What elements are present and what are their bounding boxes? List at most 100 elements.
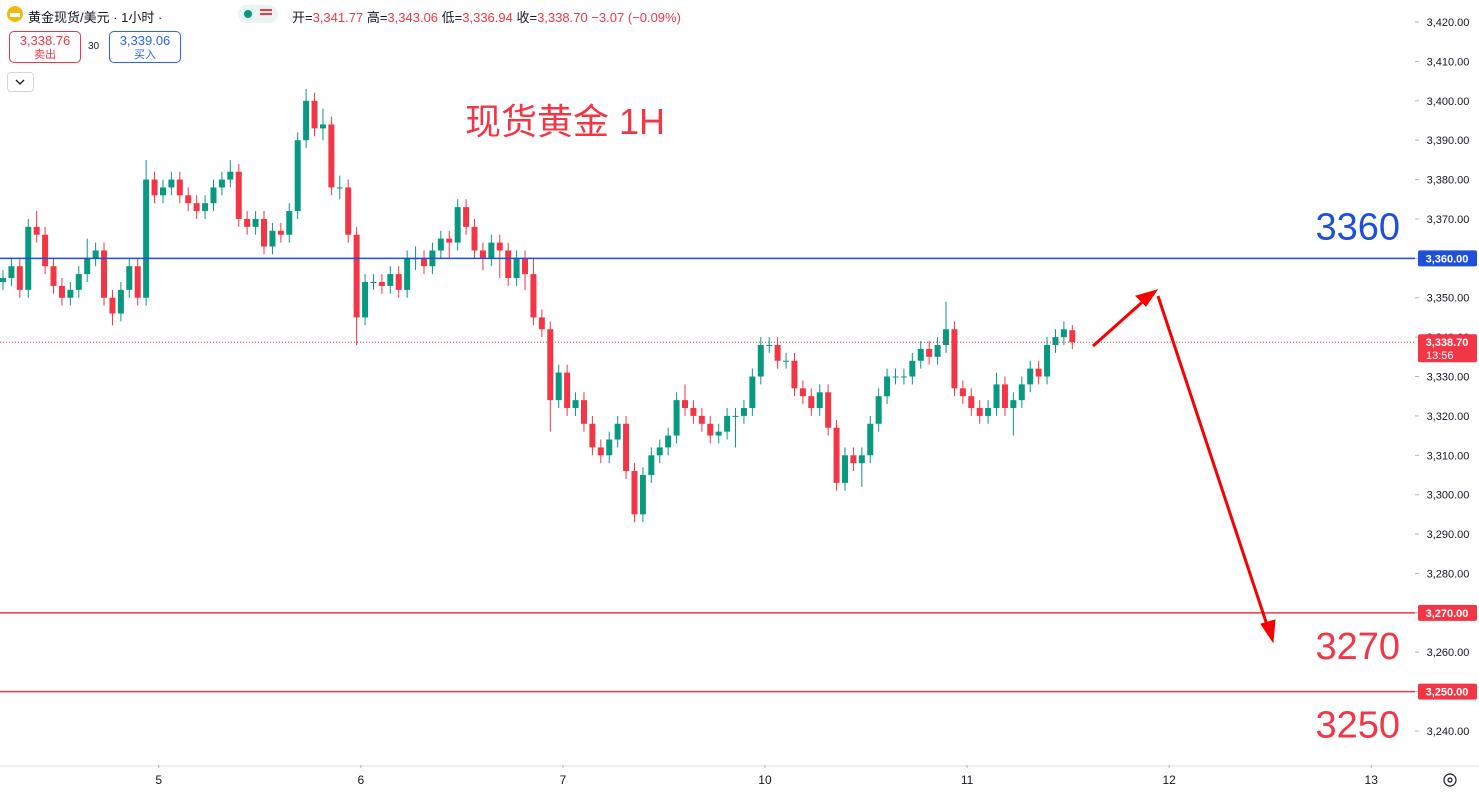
y-tick-label: 3,320.00 xyxy=(1427,411,1470,423)
candle-body xyxy=(202,203,209,212)
candle-body xyxy=(968,396,975,409)
candle-body xyxy=(597,447,604,456)
y-tick-label: 3,240.00 xyxy=(1427,726,1470,738)
ohlc-label: 低= xyxy=(441,10,463,25)
candle-body xyxy=(808,396,815,409)
candle-body xyxy=(656,447,663,456)
candle-body xyxy=(454,207,461,243)
candle-body xyxy=(58,285,65,298)
candle-body xyxy=(884,376,891,397)
y-tick-label: 3,260.00 xyxy=(1427,647,1470,659)
candle-body xyxy=(564,372,571,409)
candle-body xyxy=(437,238,444,251)
arrow-up xyxy=(1092,295,1149,348)
projection-arrows xyxy=(1092,289,1276,644)
level-annotation: 3250 xyxy=(1315,705,1400,747)
ohlc-value: 3,343.06 xyxy=(387,10,439,25)
market-open-dot xyxy=(244,10,252,18)
candle-body xyxy=(488,242,495,259)
candle-body xyxy=(547,329,554,401)
arrow-down xyxy=(1156,295,1270,629)
candle-body xyxy=(690,408,697,416)
candle-body xyxy=(353,234,360,318)
arrow-head xyxy=(1135,289,1159,307)
ohlc-value: 3,336.94 xyxy=(462,10,513,25)
candle-body xyxy=(328,124,335,188)
candle-body xyxy=(471,226,478,251)
candle-body xyxy=(875,396,882,424)
candle-body xyxy=(1044,345,1051,377)
symbol[interactable]: 黄金现货/美元 · 1小时 · xyxy=(28,10,163,25)
candle-body xyxy=(698,415,705,424)
x-tick-label: 7 xyxy=(560,773,567,787)
candle-body xyxy=(33,226,40,235)
candle-body xyxy=(959,388,966,397)
candle-body xyxy=(151,179,158,196)
settings-icon[interactable] xyxy=(1443,773,1457,787)
level-price-box xyxy=(1418,604,1477,621)
candle-body xyxy=(109,297,116,314)
candle-body xyxy=(900,376,907,378)
candle-body xyxy=(513,258,520,279)
candle-body xyxy=(0,278,6,282)
arrow-head xyxy=(1260,619,1276,644)
candle-body xyxy=(235,171,242,219)
candle-body xyxy=(176,179,183,196)
candle-body xyxy=(463,207,470,227)
candle-body xyxy=(101,250,108,298)
candle-body xyxy=(589,423,596,448)
x-tick-label: 6 xyxy=(357,773,364,787)
x-tick-label: 12 xyxy=(1162,773,1176,787)
candle-body xyxy=(404,258,411,290)
ohlc-value: 3,338.70 xyxy=(537,10,588,25)
candle-body xyxy=(639,474,646,515)
candle-body xyxy=(833,427,840,483)
y-tick-label: 3,390.00 xyxy=(1427,135,1470,147)
candle-body xyxy=(143,179,150,298)
candle-body xyxy=(816,392,823,409)
buy-price: 3,339.06 xyxy=(119,33,171,48)
candle-body xyxy=(286,211,293,235)
candle-body xyxy=(530,274,537,318)
candle-body xyxy=(606,439,613,456)
candle-body xyxy=(631,471,638,515)
candle-body xyxy=(732,415,739,417)
candle-body xyxy=(791,360,798,389)
level-price-label: 3,250.00 xyxy=(1426,687,1469,699)
candle-body xyxy=(303,100,310,141)
sell-button[interactable]: 3,338.76 卖出 xyxy=(9,31,81,63)
candle-body xyxy=(580,400,587,424)
candle-body xyxy=(555,372,562,401)
collapse-button[interactable] xyxy=(7,72,34,92)
buy-button[interactable]: 3,339.06 买入 xyxy=(109,31,181,63)
level-price-box xyxy=(1418,683,1477,700)
candle-body xyxy=(311,100,318,129)
countdown: 13:56 xyxy=(1426,350,1454,362)
candle-body xyxy=(665,435,672,448)
candle-body xyxy=(917,348,924,361)
candle-body xyxy=(505,250,512,279)
candle-body xyxy=(210,187,217,204)
candle-body xyxy=(395,274,402,290)
candle-body xyxy=(378,281,385,286)
candle-body xyxy=(218,179,225,188)
candle-body xyxy=(976,408,983,416)
y-tick-label: 3,330.00 xyxy=(1427,372,1470,384)
y-tick-label: 3,290.00 xyxy=(1427,529,1470,541)
candle-body xyxy=(766,345,773,347)
status-pill[interactable] xyxy=(238,5,278,23)
ohlc: 开=3,341.77 高=3,343.06 低=3,336.94 收=3,338… xyxy=(292,7,681,26)
last-price-box xyxy=(1418,334,1477,363)
candle-body xyxy=(707,423,714,436)
candle-body xyxy=(75,274,82,290)
ohlc-label: 开= xyxy=(292,10,313,25)
candle-body xyxy=(648,455,655,475)
sell-price: 3,338.76 xyxy=(19,33,71,48)
ohlc-label: 高= xyxy=(366,10,388,25)
candle-body xyxy=(892,376,899,378)
change: −3.07 (−0.09%) xyxy=(591,10,681,25)
candle-body xyxy=(799,388,806,397)
candle-body xyxy=(909,360,916,377)
level-price-label: 3,270.00 xyxy=(1426,608,1469,620)
